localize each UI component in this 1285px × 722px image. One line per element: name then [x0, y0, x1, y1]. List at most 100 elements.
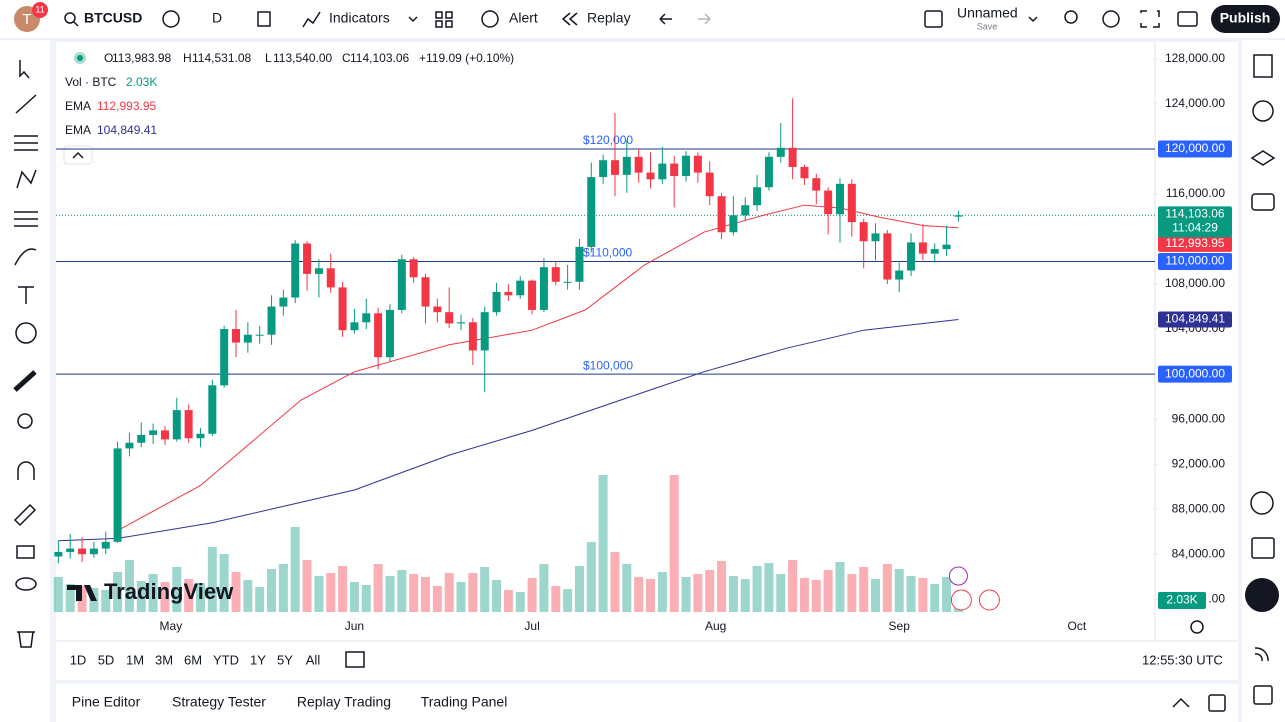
volume-bar	[847, 574, 857, 612]
pattern-tool[interactable]	[16, 169, 37, 189]
volume-bar	[172, 567, 182, 612]
candle-body	[528, 280, 537, 310]
replay[interactable]: Replay	[587, 10, 631, 26]
magnet-tool[interactable]	[17, 461, 35, 480]
price-line-tag-label: 120,000.00	[1165, 141, 1225, 155]
bottom-tab[interactable]: Trading Panel	[421, 694, 508, 710]
candle-body	[291, 243, 300, 298]
timeframe-button[interactable]: 5Y	[277, 652, 293, 667]
zoom-tool[interactable]	[17, 413, 33, 429]
indicators[interactable]: Indicators	[329, 10, 390, 26]
chevron[interactable]	[408, 16, 418, 23]
candle-body	[196, 433, 205, 439]
candle-body	[172, 410, 181, 440]
chevron[interactable]	[1028, 16, 1038, 23]
cursor-tool[interactable]	[19, 60, 30, 79]
publish[interactable]: Publish	[1220, 10, 1271, 26]
candle-body	[516, 280, 525, 296]
ruler-tool[interactable]	[13, 370, 37, 392]
event-marker[interactable]	[950, 589, 972, 611]
lock-tool[interactable]	[16, 545, 35, 559]
alerts-panel[interactable]	[1252, 100, 1274, 122]
volume-bar	[669, 475, 679, 612]
candle-body	[551, 267, 560, 282]
indicators-icon[interactable]	[302, 11, 321, 28]
ema-legend-value: 112,993.95	[97, 99, 156, 113]
volume-bar	[207, 547, 217, 612]
candle-body	[800, 166, 809, 179]
chats[interactable]	[1251, 193, 1275, 211]
layout-toggle[interactable]	[924, 10, 943, 28]
candle-body	[66, 548, 75, 552]
candle-body	[930, 249, 939, 254]
volume-bar	[373, 564, 383, 612]
chart-type[interactable]	[257, 11, 271, 27]
fib-tool[interactable]	[14, 135, 38, 151]
text-tool[interactable]	[18, 286, 34, 304]
save[interactable]: Save	[977, 21, 998, 31]
candle-body	[670, 163, 679, 176]
collapse-legend[interactable]	[63, 145, 93, 165]
settings[interactable]	[1102, 10, 1120, 28]
fullscreen[interactable]	[1140, 10, 1160, 28]
add-symbol[interactable]	[162, 10, 180, 28]
timeframe-button[interactable]: 1D	[70, 652, 87, 667]
event-marker[interactable]	[978, 589, 1000, 611]
volume-bar	[717, 561, 727, 612]
products[interactable]	[1245, 578, 1279, 612]
bottom-tab[interactable]: Replay Trading	[297, 694, 391, 710]
ideas[interactable]	[1250, 491, 1274, 515]
volume-bar	[574, 566, 584, 612]
layouts[interactable]	[435, 11, 443, 19]
timeframe-button[interactable]: 3M	[155, 652, 173, 667]
trend-line-tool[interactable]	[15, 94, 37, 114]
brush-tool[interactable]	[14, 248, 37, 266]
maximize-panel[interactable]	[1208, 694, 1226, 712]
publish-button[interactable]	[1211, 5, 1280, 33]
hide-tool[interactable]	[15, 577, 37, 591]
redo[interactable]	[698, 13, 711, 25]
timeframe-button[interactable]: 6M	[184, 652, 202, 667]
date-range[interactable]	[345, 651, 365, 668]
streams[interactable]	[1254, 647, 1269, 662]
emoji-tool[interactable]	[15, 322, 37, 344]
calendar[interactable]	[1251, 537, 1275, 559]
candle-body	[184, 410, 193, 439]
y-tick-label: 128,000.00	[1165, 51, 1225, 65]
event-marker[interactable]	[948, 566, 968, 586]
symbol[interactable]: BTCUSD	[84, 10, 142, 26]
volume-bar	[267, 569, 277, 612]
volume-bar	[646, 579, 656, 612]
layouts	[445, 11, 453, 19]
candle-body	[504, 291, 513, 296]
volume-bar	[740, 579, 750, 612]
timeframe-button[interactable]: 5D	[98, 652, 115, 667]
panel-toggle[interactable]	[1172, 697, 1190, 708]
quick-search[interactable]	[1064, 10, 1078, 24]
undo[interactable]	[659, 13, 672, 25]
bottom-tab[interactable]: Pine Editor	[72, 694, 141, 710]
alert[interactable]: Alert	[509, 10, 538, 26]
layout-name[interactable]: Unnamed	[957, 5, 1018, 21]
object-tree[interactable]	[1250, 150, 1276, 166]
candle-body	[741, 205, 750, 216]
timeframe-button[interactable]: All	[306, 652, 321, 667]
timeframe-button[interactable]: YTD	[213, 652, 239, 667]
candle-body	[563, 281, 572, 283]
interval[interactable]: D	[212, 10, 222, 26]
watchlist[interactable]	[1253, 54, 1273, 78]
snapshot[interactable]	[1177, 11, 1198, 27]
axis-settings[interactable]	[1190, 620, 1204, 634]
forecast-tool[interactable]	[14, 211, 38, 227]
layouts	[435, 20, 443, 28]
trash-tool[interactable]	[17, 631, 35, 648]
search-icon	[73, 21, 79, 27]
timeframe-button[interactable]: 1Y	[250, 652, 266, 667]
help[interactable]	[1253, 685, 1273, 705]
bottom-tab[interactable]: Strategy Tester	[172, 694, 266, 710]
replay-icon[interactable]	[561, 12, 578, 26]
timeframe-button[interactable]: 1M	[126, 652, 144, 667]
alert-icon[interactable]	[481, 10, 499, 28]
lock-draw-tool[interactable]	[13, 503, 37, 527]
search-icon[interactable]	[64, 12, 76, 24]
